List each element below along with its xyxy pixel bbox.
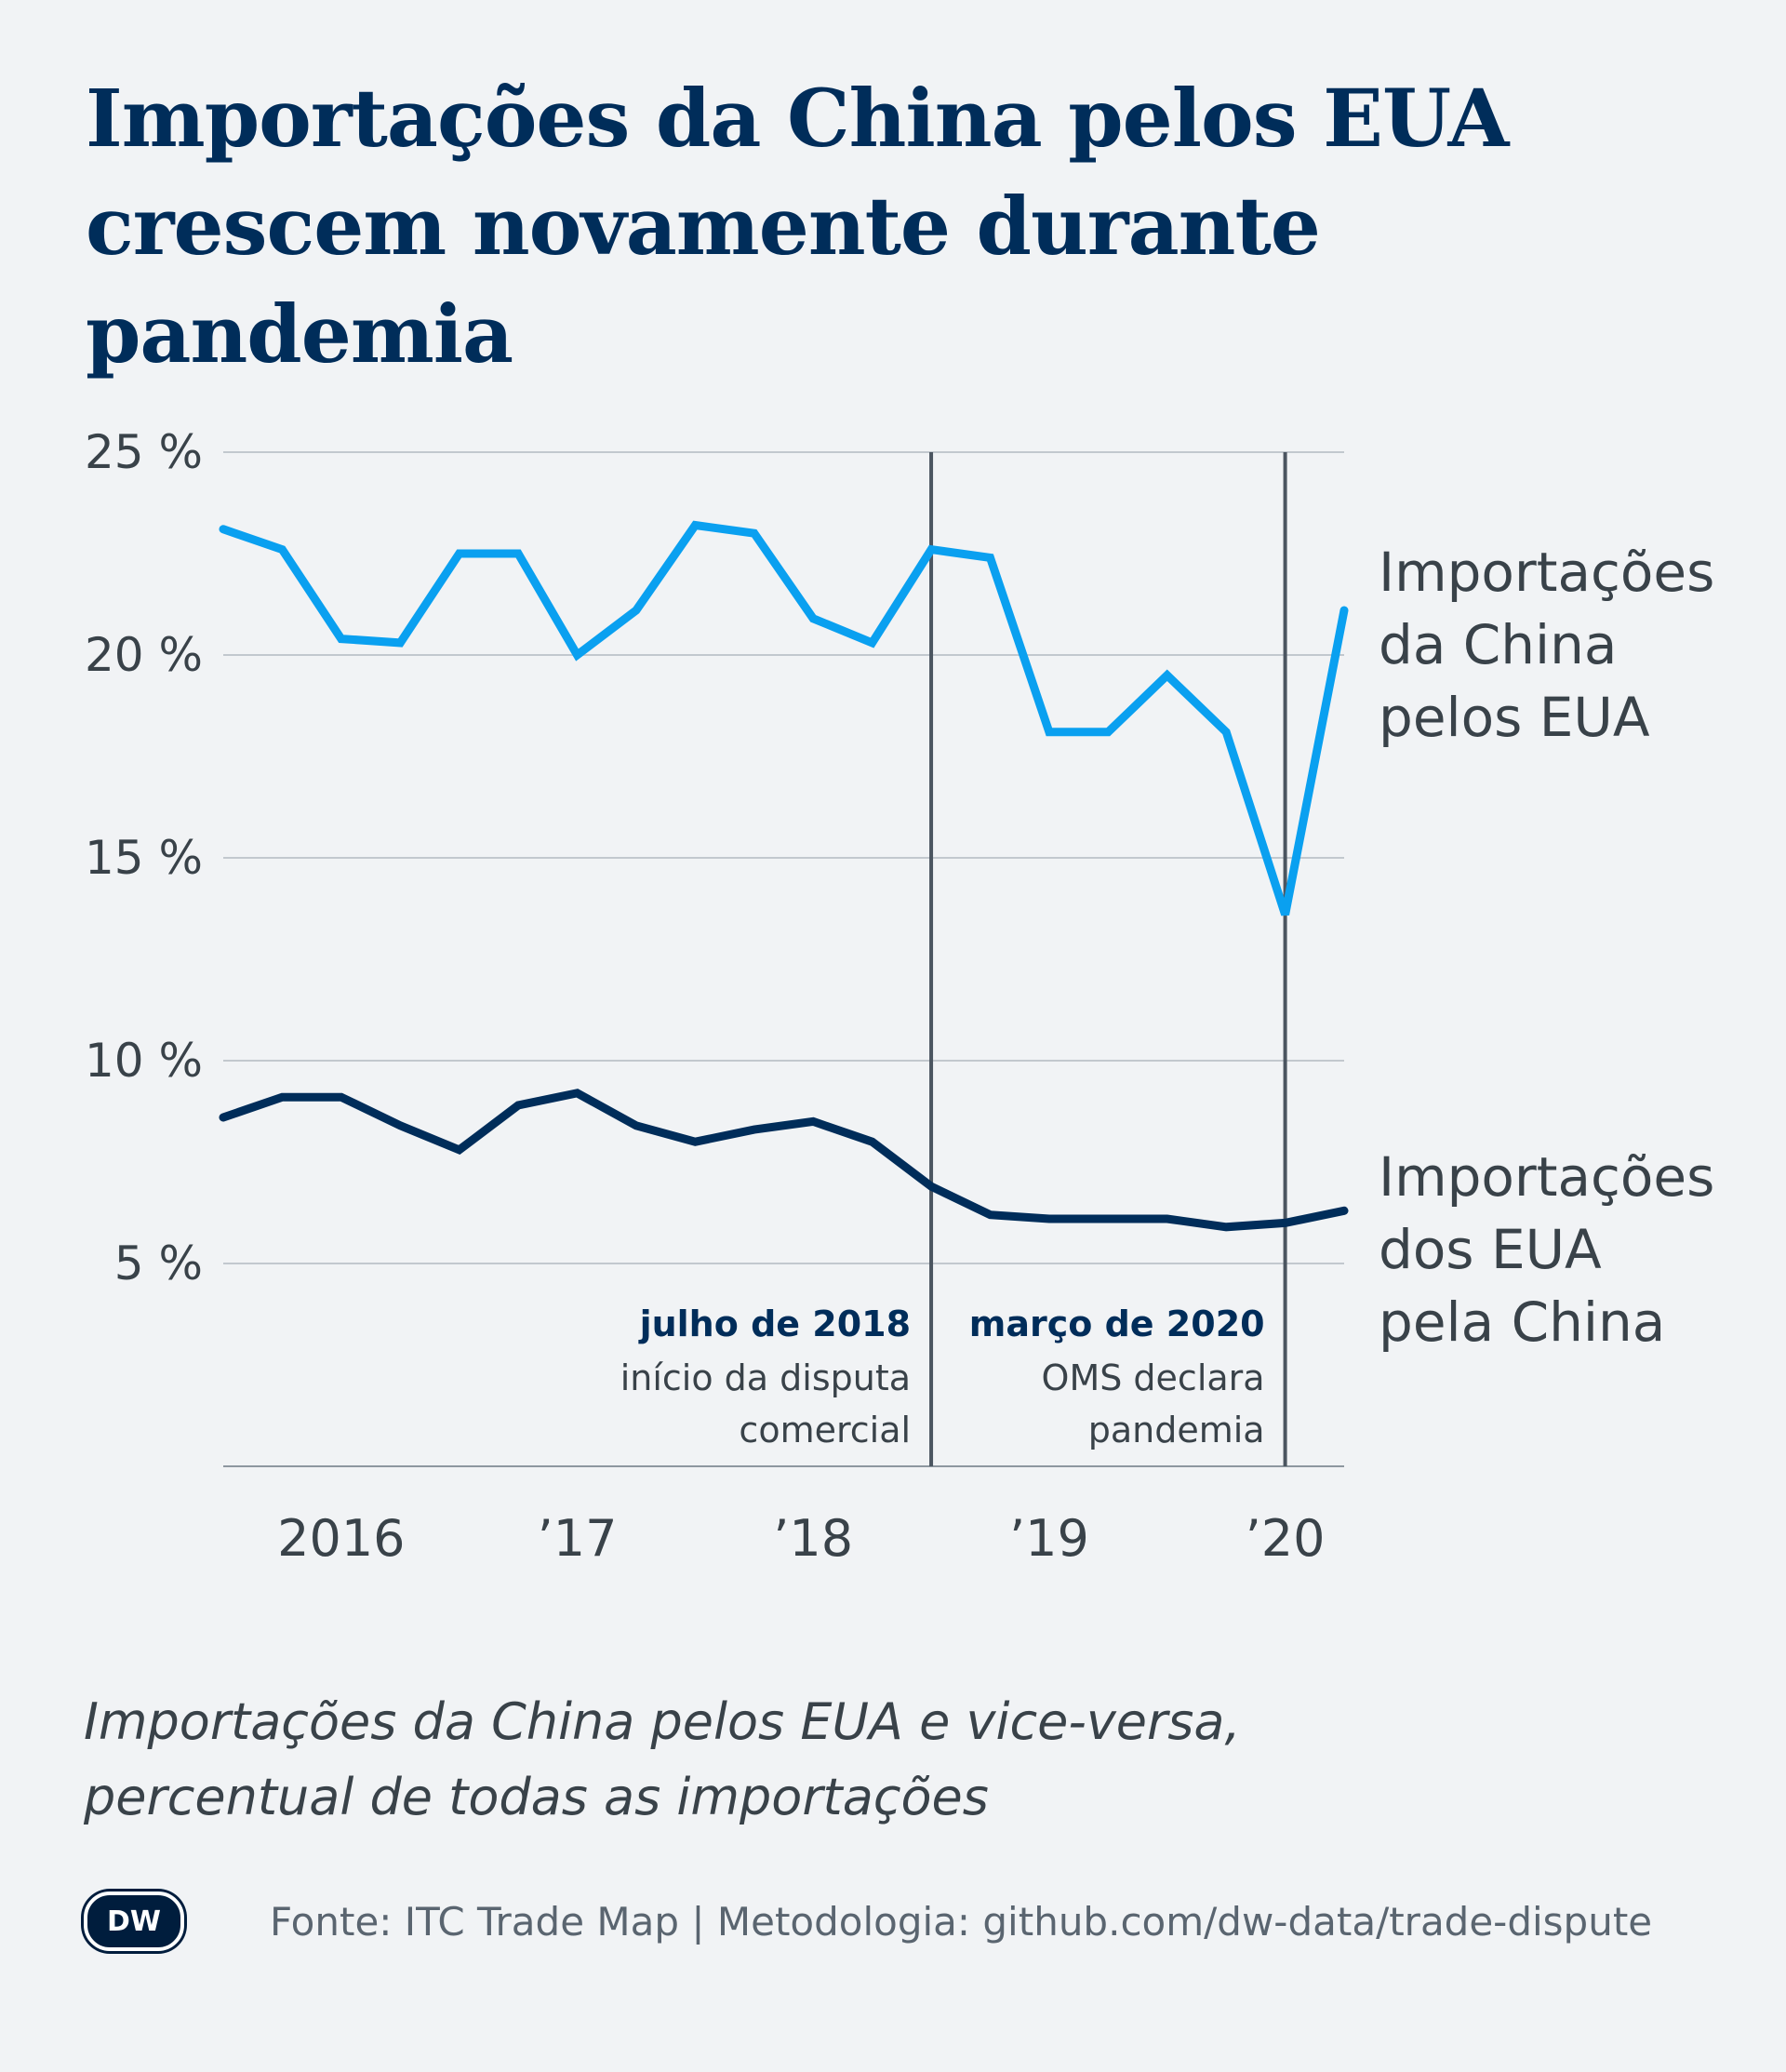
series-label: Importações bbox=[1379, 541, 1714, 604]
x-tick-label: ’18 bbox=[773, 1509, 853, 1568]
data-point bbox=[812, 1120, 814, 1122]
data-point bbox=[1225, 731, 1227, 733]
series-line bbox=[219, 1089, 1349, 1232]
series-label: da China bbox=[1379, 613, 1617, 676]
series-label: pelos EUA bbox=[1379, 686, 1650, 749]
data-point bbox=[753, 532, 755, 534]
series-line bbox=[219, 520, 1349, 916]
x-tick-label: ’20 bbox=[1246, 1509, 1326, 1568]
chart-title-line-1: Importações da China pelos EUA bbox=[86, 73, 1509, 166]
series-label: dos EUA bbox=[1379, 1218, 1602, 1281]
data-point bbox=[281, 1096, 283, 1098]
data-point bbox=[340, 1096, 342, 1098]
data-point bbox=[1166, 1218, 1168, 1220]
data-point bbox=[340, 638, 342, 640]
y-tick-label: 5 % bbox=[114, 1237, 203, 1290]
data-point bbox=[872, 642, 873, 644]
chart-title-line-2: crescem novamente durante pandemia bbox=[86, 180, 1321, 381]
y-tick-label: 15 % bbox=[85, 831, 203, 885]
data-point bbox=[1225, 1226, 1227, 1228]
annotation-text: comercial bbox=[739, 1410, 911, 1450]
data-point bbox=[812, 618, 814, 620]
data-point bbox=[1285, 914, 1286, 916]
data-point bbox=[930, 1185, 932, 1187]
data-point bbox=[989, 556, 991, 558]
x-tick-label: ’19 bbox=[1009, 1509, 1089, 1568]
chart-subtitle-line-2: percentual de todas as importações bbox=[84, 1768, 989, 1826]
data-point bbox=[577, 654, 579, 656]
line-chart: 5 % 10 % 15 % 20 % 25 % 2016 ’17 ’18 ’19 ’20 julho… bbox=[85, 425, 1714, 1568]
annotation-text: início da disputa bbox=[620, 1357, 911, 1398]
data-point bbox=[1343, 609, 1345, 611]
data-point bbox=[281, 549, 283, 551]
dw-logo[interactable]: DW bbox=[84, 1892, 184, 1951]
data-point bbox=[872, 1141, 873, 1143]
data-point bbox=[459, 553, 460, 555]
data-point bbox=[1107, 1218, 1109, 1220]
data-point bbox=[1048, 1218, 1050, 1220]
annotation-title: março de 2020 bbox=[969, 1303, 1265, 1344]
data-point bbox=[1343, 1210, 1345, 1211]
data-point bbox=[1107, 731, 1109, 733]
data-point bbox=[459, 1149, 460, 1151]
data-point bbox=[694, 524, 696, 526]
data-point bbox=[635, 609, 637, 611]
data-point bbox=[517, 1104, 519, 1106]
data-point bbox=[635, 1125, 637, 1127]
series-label: pela China bbox=[1379, 1290, 1665, 1354]
data-point bbox=[517, 553, 519, 555]
data-point bbox=[399, 642, 401, 644]
x-tick-label: 2016 bbox=[277, 1509, 405, 1568]
x-tick-label: ’17 bbox=[538, 1509, 618, 1568]
chart-title: Importações da China pelos EUA crescem n… bbox=[86, 65, 1723, 389]
chart-subtitle: Importações da China pelos EUA e vice-ve… bbox=[84, 1684, 1241, 1835]
data-point bbox=[399, 1125, 401, 1127]
y-tick-label: 20 % bbox=[85, 628, 203, 682]
y-tick-label: 10 % bbox=[85, 1034, 203, 1088]
data-point bbox=[1048, 731, 1050, 733]
annotation-text: pandemia bbox=[1088, 1410, 1265, 1450]
y-tick-label: 25 % bbox=[85, 425, 203, 479]
data-point bbox=[694, 1141, 696, 1143]
annotation-title: julho de 2018 bbox=[638, 1303, 911, 1344]
chart-subtitle-line-1: Importações da China pelos EUA e vice-ve… bbox=[84, 1692, 1241, 1751]
annotation-text: OMS declara bbox=[1042, 1357, 1265, 1398]
source-note: Fonte: ITC Trade Map | Metodologia: gith… bbox=[270, 1898, 1653, 1945]
series-label: Importações bbox=[1379, 1145, 1714, 1209]
data-point bbox=[222, 528, 224, 530]
data-point bbox=[989, 1214, 991, 1216]
data-point bbox=[577, 1092, 579, 1094]
data-point bbox=[930, 549, 932, 551]
data-point bbox=[222, 1116, 224, 1118]
footer: DW Fonte: ITC Trade Map | Metodologia: g… bbox=[84, 1889, 1652, 1954]
